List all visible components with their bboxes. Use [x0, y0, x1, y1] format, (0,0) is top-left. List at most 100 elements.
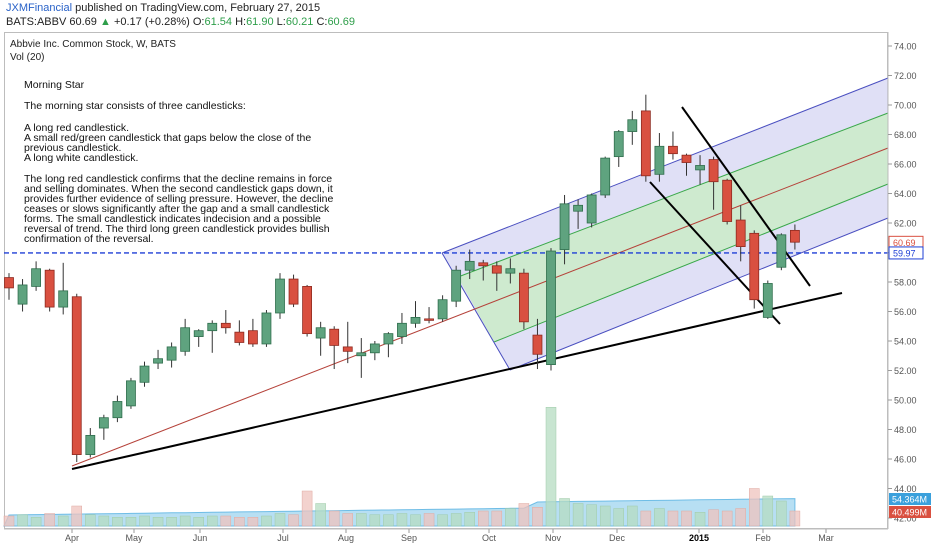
candle-body: [112, 401, 123, 419]
volume-bar: [220, 515, 232, 527]
volume-bar: [749, 488, 760, 527]
candle-body: [4, 277, 14, 289]
candle-body: [478, 262, 489, 267]
note-item-1: A long red candlestick.: [24, 122, 130, 134]
channel-trend-line: [649, 181, 781, 325]
volume-bar: [261, 515, 272, 527]
y-tick-label: 74.00: [894, 42, 917, 52]
author-link[interactable]: JXMFinancial: [6, 2, 73, 14]
note-item-3: A long white candlestick.: [24, 152, 139, 164]
volume-bar: [423, 513, 435, 527]
volume-bar: [274, 513, 286, 527]
candle-body: [586, 194, 597, 224]
volume-bar: [572, 503, 584, 527]
open-value: 61.54: [204, 16, 232, 28]
volume-indicator-label: Vol (20): [10, 52, 45, 63]
volume-bar: [721, 510, 733, 527]
support-trend-line: [71, 292, 843, 470]
published-line: JXMFinancial published on TradingView.co…: [6, 2, 320, 14]
candle-body: [261, 312, 272, 345]
volume-label-box: [889, 506, 931, 518]
x-tick-label: May: [125, 533, 143, 543]
price-label: 59.97: [893, 248, 916, 258]
y-tick-label: 72.00: [894, 71, 917, 81]
x-tick-label: Dec: [609, 533, 626, 543]
volume-bar: [396, 513, 408, 527]
y-tick-label: 64.00: [894, 189, 917, 199]
volume-bar: [789, 510, 801, 527]
candle-body: [369, 343, 380, 354]
candle-body: [573, 204, 583, 212]
y-tick-label: 70.00: [894, 101, 917, 111]
volume-bar: [640, 510, 652, 527]
candle-body: [71, 296, 82, 455]
close-label: C:: [316, 16, 328, 28]
note-para-3: provides further evidence of selling pre…: [24, 193, 334, 205]
note-item-2b: previous candlestick.: [24, 142, 122, 154]
volume-bar: [139, 515, 150, 527]
y-tick-label: 54.00: [894, 337, 917, 347]
volume-bar: [234, 517, 245, 527]
pitchfork-median-line: [71, 147, 889, 467]
note-title: Morning Star: [24, 79, 85, 91]
candle-body: [668, 145, 678, 155]
candles-layer: [4, 94, 800, 462]
x-tick-label: Mar: [818, 533, 834, 543]
volume-bar: [166, 517, 177, 527]
note-para-7: confirmation of the reversal.: [24, 233, 154, 245]
candle-body: [613, 131, 624, 158]
pitchfork-inner-lower: [493, 183, 889, 343]
candle-body: [58, 290, 69, 308]
candle-body: [44, 269, 55, 308]
low-label: L:: [276, 16, 286, 28]
note-para-4: ceases or slows significantly after the …: [24, 203, 330, 215]
volume-bar: [3, 515, 15, 527]
volume-bar: [71, 505, 82, 527]
volume-bar: [30, 517, 42, 527]
volume-bar: [193, 517, 204, 527]
x-tick-label: Aug: [338, 533, 354, 543]
resistance-trend-line: [681, 106, 811, 287]
quote-line: BATS:ABBV 60.69 ▲ +0.17 (+0.28%) O:61.54…: [6, 16, 355, 28]
candle-body: [546, 250, 556, 365]
y-tick-label: 66.00: [894, 160, 917, 170]
change-value: +0.17 (+0.28%): [113, 16, 190, 28]
candle-body: [220, 322, 231, 329]
candle-body: [491, 265, 502, 274]
candle-body: [519, 272, 529, 323]
candle-body: [735, 219, 746, 248]
candle-body: [139, 365, 150, 383]
candle-body: [302, 286, 313, 335]
volume-bar: [98, 515, 110, 527]
candle-body: [193, 330, 204, 337]
high-label: H:: [235, 16, 247, 28]
volume-bar: [207, 515, 218, 527]
pitchfork-inner-band: [458, 113, 888, 342]
candle-body: [31, 268, 42, 287]
close-value: 60.69: [327, 16, 355, 28]
note-para-5: forms. The small candlestick indicates i…: [24, 213, 321, 225]
candle-body: [640, 110, 651, 177]
candle-body: [247, 330, 258, 345]
x-tick-label: Jul: [277, 533, 289, 543]
note-item-2a: A small red/green candlestick that gaps …: [24, 132, 312, 144]
candle-body: [437, 299, 448, 320]
volume-bar: [301, 490, 313, 527]
price-label: 60.69: [893, 238, 916, 248]
high-value: 61.90: [246, 16, 274, 28]
low-value: 60.21: [285, 16, 314, 28]
candle-body: [451, 269, 462, 302]
candle-body: [464, 260, 475, 271]
note-para-1: The long red candlestick confirms that t…: [24, 173, 333, 185]
candle-body: [383, 333, 394, 345]
pitchfork-lower-line: [509, 217, 889, 371]
volume-layer: [3, 407, 801, 527]
chart-title: Abbvie Inc. Common Stock, W, BATS: [10, 39, 176, 50]
y-tick-label: 46.00: [894, 455, 917, 465]
volume-bar: [369, 514, 381, 527]
candle-body: [275, 278, 285, 314]
up-arrow-icon: ▲: [99, 16, 111, 28]
volume-bar: [125, 517, 137, 527]
volume-bar: [559, 498, 570, 527]
